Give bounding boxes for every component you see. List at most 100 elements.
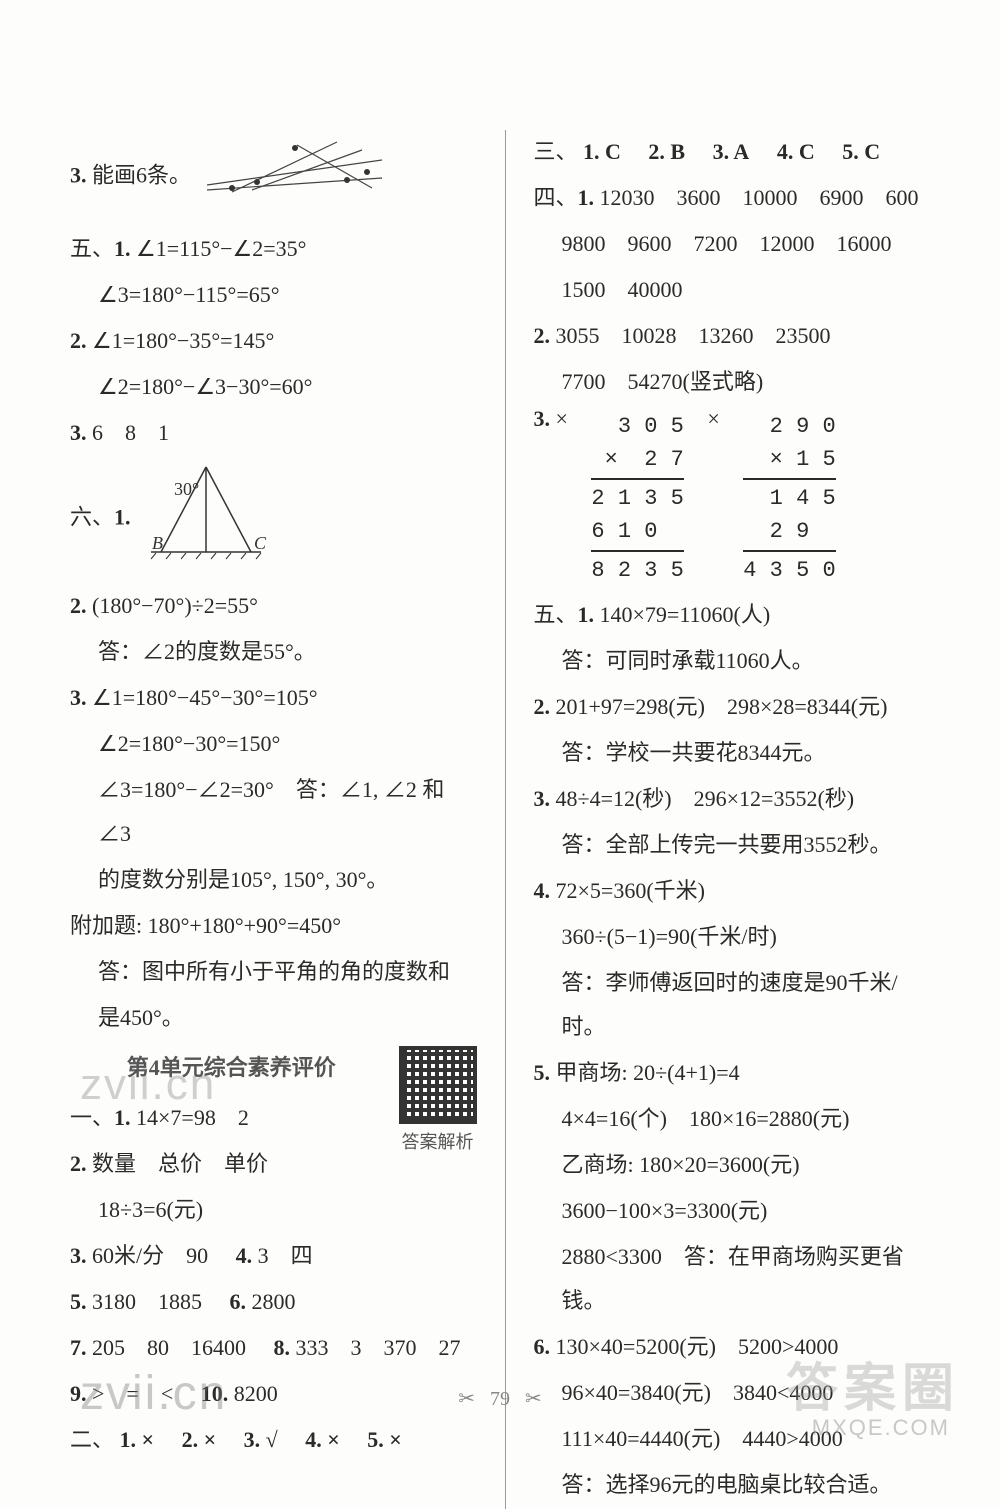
five-label: 五、 [70,236,114,261]
qr-icon [399,1046,477,1124]
five-2-num: 2. [70,328,87,353]
six-2-l1: (180°−70°)÷2=55° [92,593,258,618]
r-five-5-l1: 甲商场: 20÷(4+1)=4 [556,1060,740,1085]
six-3-l2: ∠2=180°−30°=150° [70,722,477,766]
r-five-2-num: 2. [534,694,551,719]
r-five-1-l1: 140×79=11060(人) [600,602,771,627]
one-4-num: 4. [236,1243,253,1268]
four-2-l1: 3055 10028 13260 23500 [556,323,831,348]
six-3-l4: 的度数分别是105°, 150°, 30°。 [70,858,477,902]
r-five-3-l1: 48÷4=12(秒) 296×12=3552(秒) [556,786,855,811]
diagram-1 [197,130,387,225]
r-five-1: 五、1. 140×79=11060(人) [534,593,941,637]
extra-l1: 附加题: 180°+180°+90°=450° [70,904,477,948]
four-1-l3: 1500 40000 [534,268,941,312]
m1-res: 8 2 3 5 [591,554,683,587]
one-8-num: 8. [274,1335,291,1360]
six-3-l3: ∠3=180°−∠2=30° 答：∠1, ∠2 和∠3 [70,768,477,856]
one-5-text: 3180 1885 [92,1289,202,1314]
one-78: 7. 205 80 16400 8. 333 3 370 27 [70,1326,477,1370]
six-2: 2. (180°−70°)÷2=55° [70,584,477,628]
one-7-text: 205 80 16400 [92,1335,246,1360]
r-five-6-l4: 答：选择96元的电脑桌比较合适。 [534,1463,941,1507]
two-label: 二、 [70,1427,114,1452]
column-divider [505,130,506,1509]
five-2: 2. ∠1=180°−35°=145° [70,319,477,363]
one-2-l2: 18÷3=6(元) [70,1188,477,1232]
r-five-3-num: 3. [534,786,551,811]
section-six: 六、1. 30° B [70,457,477,582]
two-4: 4. × [305,1427,340,1452]
q3-text: 能画6条。 [92,163,191,188]
m1-mul: × 2 7 [591,443,683,476]
r-five-4-num: 4. [534,878,551,903]
three-row: 三、 1. C 2. B 3. A 4. C 5. C [534,130,941,174]
wrong-1: × [556,406,568,431]
four-2-num: 2. [534,323,551,348]
vertical-mult-1: 3 0 5 × 2 7 2 1 3 5 6 1 0 8 2 3 5 [591,410,683,587]
q3-num: 3. [70,163,87,188]
one-34: 3. 60米/分 90 4. 3 四 [70,1234,477,1278]
one-2-num: 2. [70,1151,87,1176]
six-3-l1: ∠1=180°−45°−30°=105° [92,685,318,710]
two-3: 3. √ [244,1427,278,1452]
r-five-2: 2. 201+97=298(元) 298×28=8344(元) [534,685,941,729]
one-6-text: 2800 [252,1289,296,1314]
wrong-2: × [707,406,719,431]
five-2-l1: ∠1=180°−35°=145° [92,328,274,353]
three-1: 1. C [583,139,621,164]
one-4-text: 3 四 [258,1243,313,1268]
m2-res: 4 3 5 0 [743,554,835,587]
one-5-num: 5. [70,1289,87,1314]
r-five-2-l1: 201+97=298(元) 298×28=8344(元) [556,694,888,719]
page-columns: 3. 能画6条。 [70,130,940,1509]
r-five-4-l1: 72×5=360(千米) [556,878,705,903]
q3-line: 3. 能画6条。 [70,130,477,225]
four-1-l2: 9800 9600 7200 12000 16000 [534,222,941,266]
r-five-4: 4. 72×5=360(千米) [534,869,941,913]
r-five-2-l2: 答：学校一共要花8344元。 [534,731,941,775]
r-five-5-l5: 2880<3300 答：在甲商场购买更省钱。 [534,1235,941,1323]
page-number: 79 [490,1388,510,1410]
four-label: 四、 [534,185,578,210]
m2-mul: × 1 5 [743,443,835,476]
six-3: 3. ∠1=180°−45°−30°=105° [70,676,477,720]
five-2-l2: ∠2=180°−∠3−30°=60° [70,365,477,409]
three-3: 3. A [713,139,750,164]
one-3-text: 60米/分 90 [92,1243,208,1268]
r-five-5-num: 5. [534,1060,551,1085]
one-8-text: 333 3 370 27 [296,1335,461,1360]
m2-p2: 2 9 [743,515,835,548]
one-3-num: 3. [70,1243,87,1268]
two-2: 2. × [182,1427,217,1452]
r-five-5: 5. 甲商场: 20÷(4+1)=4 [534,1051,941,1095]
label-B: B [152,533,163,553]
m1-p2: 6 1 0 [591,515,683,548]
label-C: C [254,533,267,553]
section-five: 五、1. ∠1=115°−∠2=35° [70,227,477,271]
two-row: 二、 1. × 2. × 3. √ 4. × 5. × [70,1418,477,1462]
r-five-1-num: 1. [578,602,595,627]
r-five-5-l3: 乙商场: 180×20=3600(元) [534,1143,941,1187]
five-1-l1: ∠1=115°−∠2=35° [136,236,306,261]
one-7-num: 7. [70,1335,87,1360]
r-five-label: 五、 [534,602,578,627]
m1-p1: 2 1 3 5 [591,482,683,515]
six-2-num: 2. [70,593,87,618]
two-1: 1. × [120,1427,155,1452]
m2-top: 2 9 0 [743,410,835,443]
five-3-text: 6 8 1 [92,420,169,445]
six-label: 六、 [70,505,114,530]
watermark-bottom-left: zvii.cn [80,1366,227,1421]
diagram-2: 30° B C [136,457,276,582]
qr-block: 答案解析 [399,1046,477,1160]
three-5: 5. C [842,139,880,164]
watermark-mid: zvii.cn [80,1060,216,1110]
six-2-l2: 答：∠2的度数是55°。 [70,630,477,674]
r-five-3-l2: 答：全部上传完一共要用3552秒。 [534,823,941,867]
extra-l2: 答：图中所有小于平角的角的度数和 [70,950,477,994]
three-label: 三、 [534,139,578,164]
one-6-num: 6. [230,1289,247,1314]
r-five-5-l2: 4×4=16(个) 180×16=2880(元) [534,1097,941,1141]
five-1-l2: ∠3=180°−115°=65° [70,273,477,317]
